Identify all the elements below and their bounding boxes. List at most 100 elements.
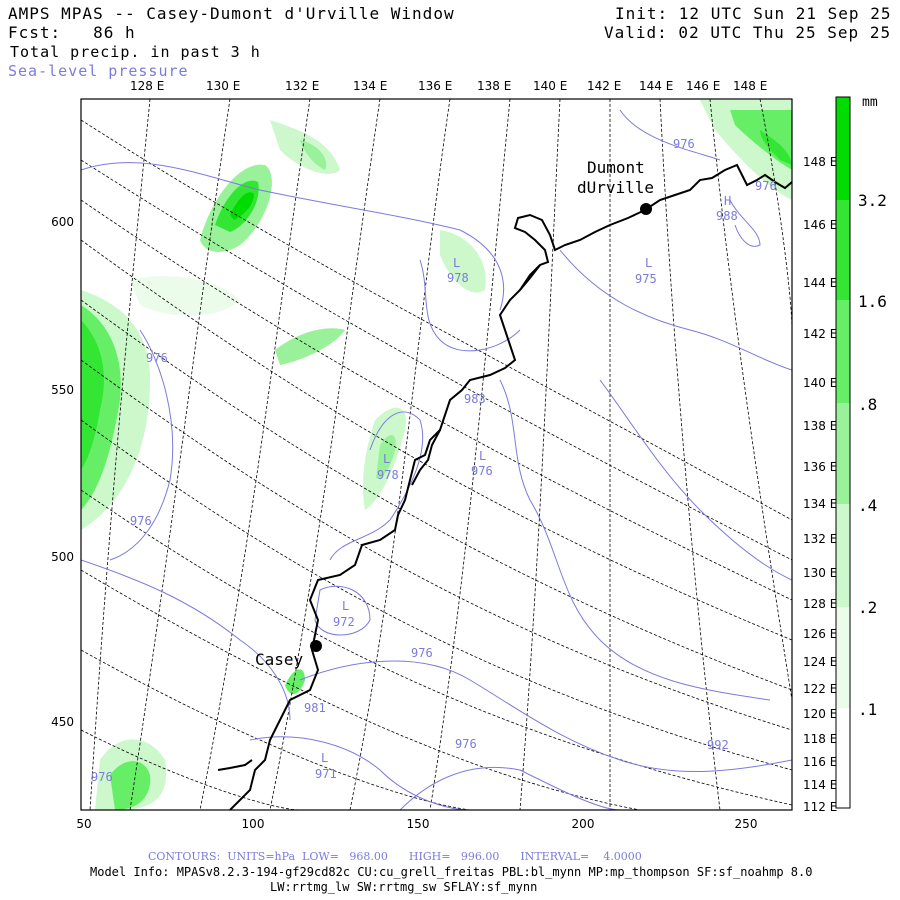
model-info: Model Info: MPASv8.2.3-194-gf29cd82c CU:…: [90, 865, 813, 879]
top-longitude-labels: 128 E 130 E 132 E 134 E 136 E 138 E 140 …: [130, 79, 767, 93]
colorbar-swatch: [836, 504, 850, 607]
plot-title: AMPS MPAS -- Casey-Dumont d'Urville Wind…: [8, 4, 455, 23]
y-tick-label: 600: [51, 215, 74, 229]
colorbar-swatch: [836, 97, 850, 200]
lon-label: 134 E: [803, 497, 837, 511]
high-marker: H: [724, 194, 731, 208]
slp-label: 978: [447, 271, 469, 285]
lon-label: 132 E: [803, 532, 837, 546]
slp-label: 975: [635, 272, 657, 286]
x-tick-label: 50: [76, 817, 91, 831]
colorbar-label: 3.2: [858, 191, 887, 210]
slp-label: 978: [377, 468, 399, 482]
slp-label: 976: [411, 646, 433, 660]
station-label-casey: Casey: [255, 650, 304, 669]
low-marker: L: [383, 452, 390, 466]
slp-label: 971: [315, 767, 337, 781]
low-marker: L: [321, 751, 328, 765]
colorbar-label: .8: [858, 395, 877, 414]
slp-label: 976: [755, 179, 777, 193]
slp-label: 981: [304, 701, 326, 715]
colorbar-swatch: [836, 607, 850, 708]
field-precip-label: Total precip. in past 3 h: [10, 43, 261, 61]
colorbar-swatch: [836, 403, 850, 504]
slp-label: 972: [333, 615, 355, 629]
colorbar-label: .4: [858, 496, 877, 515]
station-marker-casey: [310, 640, 322, 652]
slp-label: 976: [455, 737, 477, 751]
lon-label: 128 E: [130, 79, 164, 93]
coastline: [217, 163, 792, 810]
slp-label: 976: [91, 770, 113, 784]
lon-label: 126 E: [803, 627, 837, 641]
forecast-hour: Fcst: 86 h: [8, 23, 136, 42]
y-tick-label: 550: [51, 383, 74, 397]
lon-label: 144 E: [803, 276, 837, 290]
lon-label: 124 E: [803, 655, 837, 669]
low-marker: L: [645, 256, 652, 270]
slp-label: 976: [130, 514, 152, 528]
colorbar-unit: mm: [862, 95, 878, 110]
lon-label: 138 E: [477, 79, 511, 93]
colorbar-label: 1.6: [858, 292, 887, 311]
valid-time: Valid: 02 UTC Thu 25 Sep 25: [604, 23, 892, 42]
lon-label: 142 E: [587, 79, 621, 93]
lon-label: 116 E: [803, 755, 837, 769]
lon-label: 120 E: [803, 707, 837, 721]
field-slp-label: Sea-level pressure: [8, 62, 189, 80]
lon-label: 140 E: [803, 376, 837, 390]
lon-label: 144 E: [639, 79, 673, 93]
lon-label: 128 E: [803, 597, 837, 611]
low-marker: L: [453, 256, 460, 270]
lon-label: 130 E: [803, 566, 837, 580]
colorbar-label: .2: [858, 598, 877, 617]
x-tick-label: 150: [407, 817, 430, 831]
lon-label: 142 E: [803, 327, 837, 341]
lon-label: 146 E: [686, 79, 720, 93]
slp-label: 992: [707, 738, 729, 752]
lon-label: 146 E: [803, 218, 837, 232]
right-longitude-labels: 148 E 146 E 144 E 142 E 140 E 138 E 136 …: [803, 155, 837, 814]
colorbar-swatch: [836, 300, 850, 403]
low-marker: L: [479, 449, 486, 463]
graticule: [81, 99, 792, 810]
x-tick-label: 200: [572, 817, 595, 831]
model-info-physics: LW:rrtmg_lw SW:rrtmg_sw SFLAY:sf_mynn: [270, 880, 538, 894]
colorbar: mm 3.2 1.6 .8 .4 .2 .1: [835, 95, 887, 809]
colorbar-swatch: [836, 200, 850, 300]
slp-contours: [81, 109, 792, 810]
slp-value-labels: 978 976 983 978 976 972 976 981 971 976 …: [91, 137, 777, 784]
slp-label: 976: [471, 464, 493, 478]
colorbar-swatch: [836, 708, 850, 808]
lon-label: 138 E: [803, 419, 837, 433]
lon-label: 114 E: [803, 778, 837, 792]
slp-label: 988: [716, 209, 738, 223]
colorbar-frame: [835, 96, 851, 809]
lon-label: 136 E: [418, 79, 452, 93]
station-label-dumont: Dumont: [587, 158, 645, 177]
slp-label: 976: [146, 351, 168, 365]
x-axis-ticks: 50 100 150 200 250: [76, 817, 757, 831]
x-tick-label: 250: [735, 817, 758, 831]
lon-label: 140 E: [533, 79, 567, 93]
lon-label: 112 E: [803, 800, 837, 814]
slp-label: 983: [464, 392, 486, 406]
lon-label: 118 E: [803, 732, 837, 746]
low-marker: L: [342, 599, 349, 613]
y-tick-label: 500: [51, 550, 74, 564]
station-label-durville: dUrville: [577, 178, 654, 197]
map-frame: [80, 98, 793, 811]
slp-label: 976: [673, 137, 695, 151]
station-marker-dumont: [640, 203, 652, 215]
lon-label: 136 E: [803, 460, 837, 474]
contour-info: CONTOURS: UNITS=hPa LOW= 968.00 HIGH= 99…: [148, 850, 642, 863]
y-axis-ticks: 600 550 500 450: [51, 215, 74, 729]
y-tick-label: 450: [51, 715, 74, 729]
precip-shading: [81, 100, 792, 810]
lon-label: 122 E: [803, 682, 837, 696]
colorbar-label: .1: [858, 700, 877, 719]
lon-label: 148 E: [733, 79, 767, 93]
lon-label: 132 E: [285, 79, 319, 93]
x-tick-label: 100: [242, 817, 265, 831]
